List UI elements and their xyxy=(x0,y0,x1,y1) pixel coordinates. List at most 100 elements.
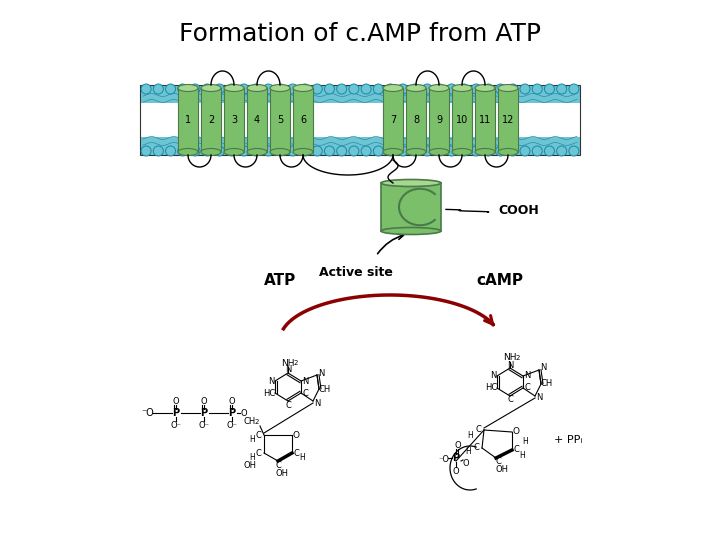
Text: cAMP: cAMP xyxy=(477,273,523,288)
Text: 11: 11 xyxy=(479,115,491,125)
Circle shape xyxy=(446,146,456,156)
Text: 7: 7 xyxy=(390,115,396,125)
Text: O: O xyxy=(240,408,247,417)
Text: 2: 2 xyxy=(294,360,298,366)
Text: N: N xyxy=(318,368,324,377)
Text: O: O xyxy=(463,458,469,468)
Bar xyxy=(247,88,267,152)
Circle shape xyxy=(361,84,371,94)
Circle shape xyxy=(215,146,225,156)
Circle shape xyxy=(312,84,323,94)
Ellipse shape xyxy=(293,148,313,156)
Bar xyxy=(140,85,580,155)
Circle shape xyxy=(325,84,335,94)
Ellipse shape xyxy=(383,148,403,156)
Circle shape xyxy=(276,84,286,94)
Circle shape xyxy=(215,84,225,94)
Text: N: N xyxy=(507,361,513,369)
Circle shape xyxy=(251,84,261,94)
Circle shape xyxy=(569,146,579,156)
Text: H: H xyxy=(465,448,471,456)
Bar xyxy=(429,88,449,152)
Circle shape xyxy=(459,84,469,94)
Circle shape xyxy=(141,84,151,94)
Bar xyxy=(140,137,580,155)
Ellipse shape xyxy=(383,84,403,91)
Circle shape xyxy=(349,146,359,156)
Ellipse shape xyxy=(270,84,290,91)
Text: 2: 2 xyxy=(255,419,259,425)
Text: 2: 2 xyxy=(208,115,214,125)
Ellipse shape xyxy=(178,148,198,156)
Circle shape xyxy=(190,84,200,94)
Text: COOH: COOH xyxy=(498,204,539,217)
Text: P: P xyxy=(172,408,179,418)
Text: CH: CH xyxy=(244,416,256,426)
Circle shape xyxy=(434,84,444,94)
Circle shape xyxy=(374,84,383,94)
Circle shape xyxy=(434,146,444,156)
Text: CH: CH xyxy=(541,380,553,388)
Ellipse shape xyxy=(270,148,290,156)
Text: H: H xyxy=(249,435,255,444)
Circle shape xyxy=(337,146,346,156)
Ellipse shape xyxy=(381,179,441,186)
Circle shape xyxy=(312,146,323,156)
Ellipse shape xyxy=(247,84,267,91)
Text: C: C xyxy=(285,401,291,409)
Bar xyxy=(140,85,580,103)
Text: + PPᵢ: + PPᵢ xyxy=(554,435,582,445)
Circle shape xyxy=(397,84,408,94)
Ellipse shape xyxy=(201,148,221,156)
Text: N: N xyxy=(285,366,291,375)
Circle shape xyxy=(483,146,493,156)
Text: O: O xyxy=(513,427,520,435)
Circle shape xyxy=(178,146,188,156)
Text: C: C xyxy=(275,461,281,469)
Circle shape xyxy=(325,146,335,156)
Circle shape xyxy=(508,84,518,94)
Circle shape xyxy=(153,146,163,156)
Circle shape xyxy=(495,84,505,94)
Circle shape xyxy=(349,84,359,94)
Text: 9: 9 xyxy=(436,115,442,125)
Ellipse shape xyxy=(429,84,449,91)
Circle shape xyxy=(483,84,493,94)
Text: 4: 4 xyxy=(254,115,260,125)
Circle shape xyxy=(471,146,481,156)
Circle shape xyxy=(227,146,237,156)
Circle shape xyxy=(410,146,420,156)
Circle shape xyxy=(397,146,408,156)
Circle shape xyxy=(239,84,249,94)
Text: ⁻O–: ⁻O– xyxy=(141,408,159,418)
Ellipse shape xyxy=(452,148,472,156)
Text: N: N xyxy=(540,363,546,373)
Circle shape xyxy=(300,146,310,156)
Circle shape xyxy=(190,146,200,156)
Ellipse shape xyxy=(475,148,495,156)
Text: N: N xyxy=(268,376,274,386)
Text: HC: HC xyxy=(485,383,497,393)
Text: C: C xyxy=(524,383,530,393)
Text: 8: 8 xyxy=(413,115,419,125)
Text: 2: 2 xyxy=(516,355,521,361)
Text: P: P xyxy=(200,408,207,418)
Ellipse shape xyxy=(381,227,441,234)
Bar xyxy=(293,88,313,152)
Circle shape xyxy=(544,146,554,156)
Text: C: C xyxy=(473,443,479,453)
Circle shape xyxy=(557,146,567,156)
Circle shape xyxy=(410,84,420,94)
Ellipse shape xyxy=(498,84,518,91)
Bar xyxy=(383,88,403,152)
Bar xyxy=(498,88,518,152)
Ellipse shape xyxy=(201,84,221,91)
Circle shape xyxy=(422,84,432,94)
Circle shape xyxy=(520,146,530,156)
Ellipse shape xyxy=(224,148,244,156)
Text: C: C xyxy=(513,446,519,455)
Circle shape xyxy=(422,146,432,156)
Circle shape xyxy=(264,84,274,94)
Text: O: O xyxy=(292,430,300,440)
Text: CH: CH xyxy=(319,384,331,394)
